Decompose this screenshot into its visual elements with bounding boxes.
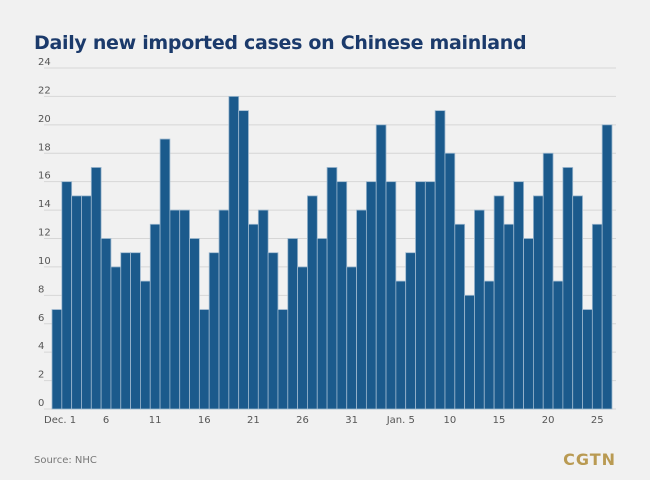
bar	[179, 209, 190, 410]
x-tick-label: 31	[345, 415, 358, 426]
x-tick-label: 11	[149, 415, 162, 426]
bar	[51, 309, 63, 410]
bar	[503, 223, 515, 410]
y-tick-label: 20	[38, 114, 51, 125]
x-tick-label: 16	[198, 415, 211, 426]
x-tick-label: 25	[591, 415, 604, 426]
x-tick-label: 15	[493, 415, 506, 426]
bar	[277, 309, 289, 410]
bar	[316, 238, 328, 410]
cgtn-logo: CGTN	[563, 450, 616, 469]
bar	[542, 152, 554, 410]
bar	[582, 309, 593, 410]
bar	[257, 209, 269, 410]
bar	[287, 238, 299, 410]
bar	[562, 167, 574, 410]
y-tick-label: 14	[38, 199, 51, 210]
bar	[405, 252, 416, 410]
bar	[454, 223, 466, 410]
bar	[90, 167, 102, 410]
bar	[71, 195, 82, 410]
y-tick-label: 6	[38, 313, 44, 324]
bar	[218, 209, 230, 410]
bar	[375, 124, 387, 410]
bar	[100, 238, 112, 410]
bar	[346, 266, 357, 410]
bar	[238, 110, 249, 410]
bar	[336, 181, 348, 410]
bar	[424, 181, 436, 410]
y-tick-label: 18	[38, 142, 51, 153]
y-tick-label: 10	[38, 256, 51, 267]
x-tick-label: 6	[103, 415, 109, 426]
bar	[81, 195, 92, 410]
bar	[267, 252, 279, 410]
bar	[434, 110, 446, 410]
chart-title: Daily new imported cases on Chinese main…	[34, 32, 527, 54]
y-tick-label: 22	[38, 85, 51, 96]
y-tick-label: 2	[38, 370, 44, 381]
bar	[130, 252, 141, 410]
bar	[385, 181, 397, 410]
bar	[513, 181, 524, 410]
bar	[149, 223, 161, 410]
bar	[493, 195, 505, 410]
x-tick-label: Jan. 5	[386, 415, 415, 426]
bar	[228, 96, 240, 410]
bar	[533, 195, 544, 410]
bar	[415, 181, 426, 410]
bar	[61, 181, 73, 410]
bar	[169, 209, 181, 410]
x-tick-label: Dec. 1	[44, 415, 76, 426]
x-tick-label: 26	[296, 415, 309, 426]
bar	[395, 280, 407, 410]
bar	[572, 195, 583, 410]
bar	[444, 152, 456, 410]
bar	[365, 181, 377, 410]
bar	[523, 238, 534, 410]
y-tick-label: 16	[38, 171, 51, 182]
source-note: Source: NHC	[34, 455, 97, 466]
bar	[356, 209, 367, 410]
bar	[120, 252, 131, 410]
x-tick-label: 10	[444, 415, 457, 426]
bar	[552, 280, 564, 410]
bar	[483, 280, 495, 410]
x-tick-label: 21	[247, 415, 260, 426]
bar	[307, 195, 318, 410]
bar	[208, 252, 220, 410]
bar	[326, 167, 338, 410]
bar	[159, 138, 171, 410]
y-tick-label: 4	[38, 341, 44, 352]
y-tick-label: 12	[38, 228, 51, 239]
bar	[110, 266, 122, 410]
bar	[189, 238, 200, 410]
bar	[591, 223, 603, 410]
y-tick-label: 0	[38, 398, 44, 409]
bar	[248, 223, 259, 410]
bar	[140, 280, 151, 410]
bar	[464, 294, 475, 410]
bar	[601, 124, 613, 410]
bar	[297, 266, 308, 410]
y-tick-label: 8	[38, 284, 44, 295]
bar	[474, 209, 485, 410]
bar	[198, 309, 210, 410]
x-tick-label: 20	[542, 415, 555, 426]
y-tick-label: 24	[38, 57, 51, 68]
